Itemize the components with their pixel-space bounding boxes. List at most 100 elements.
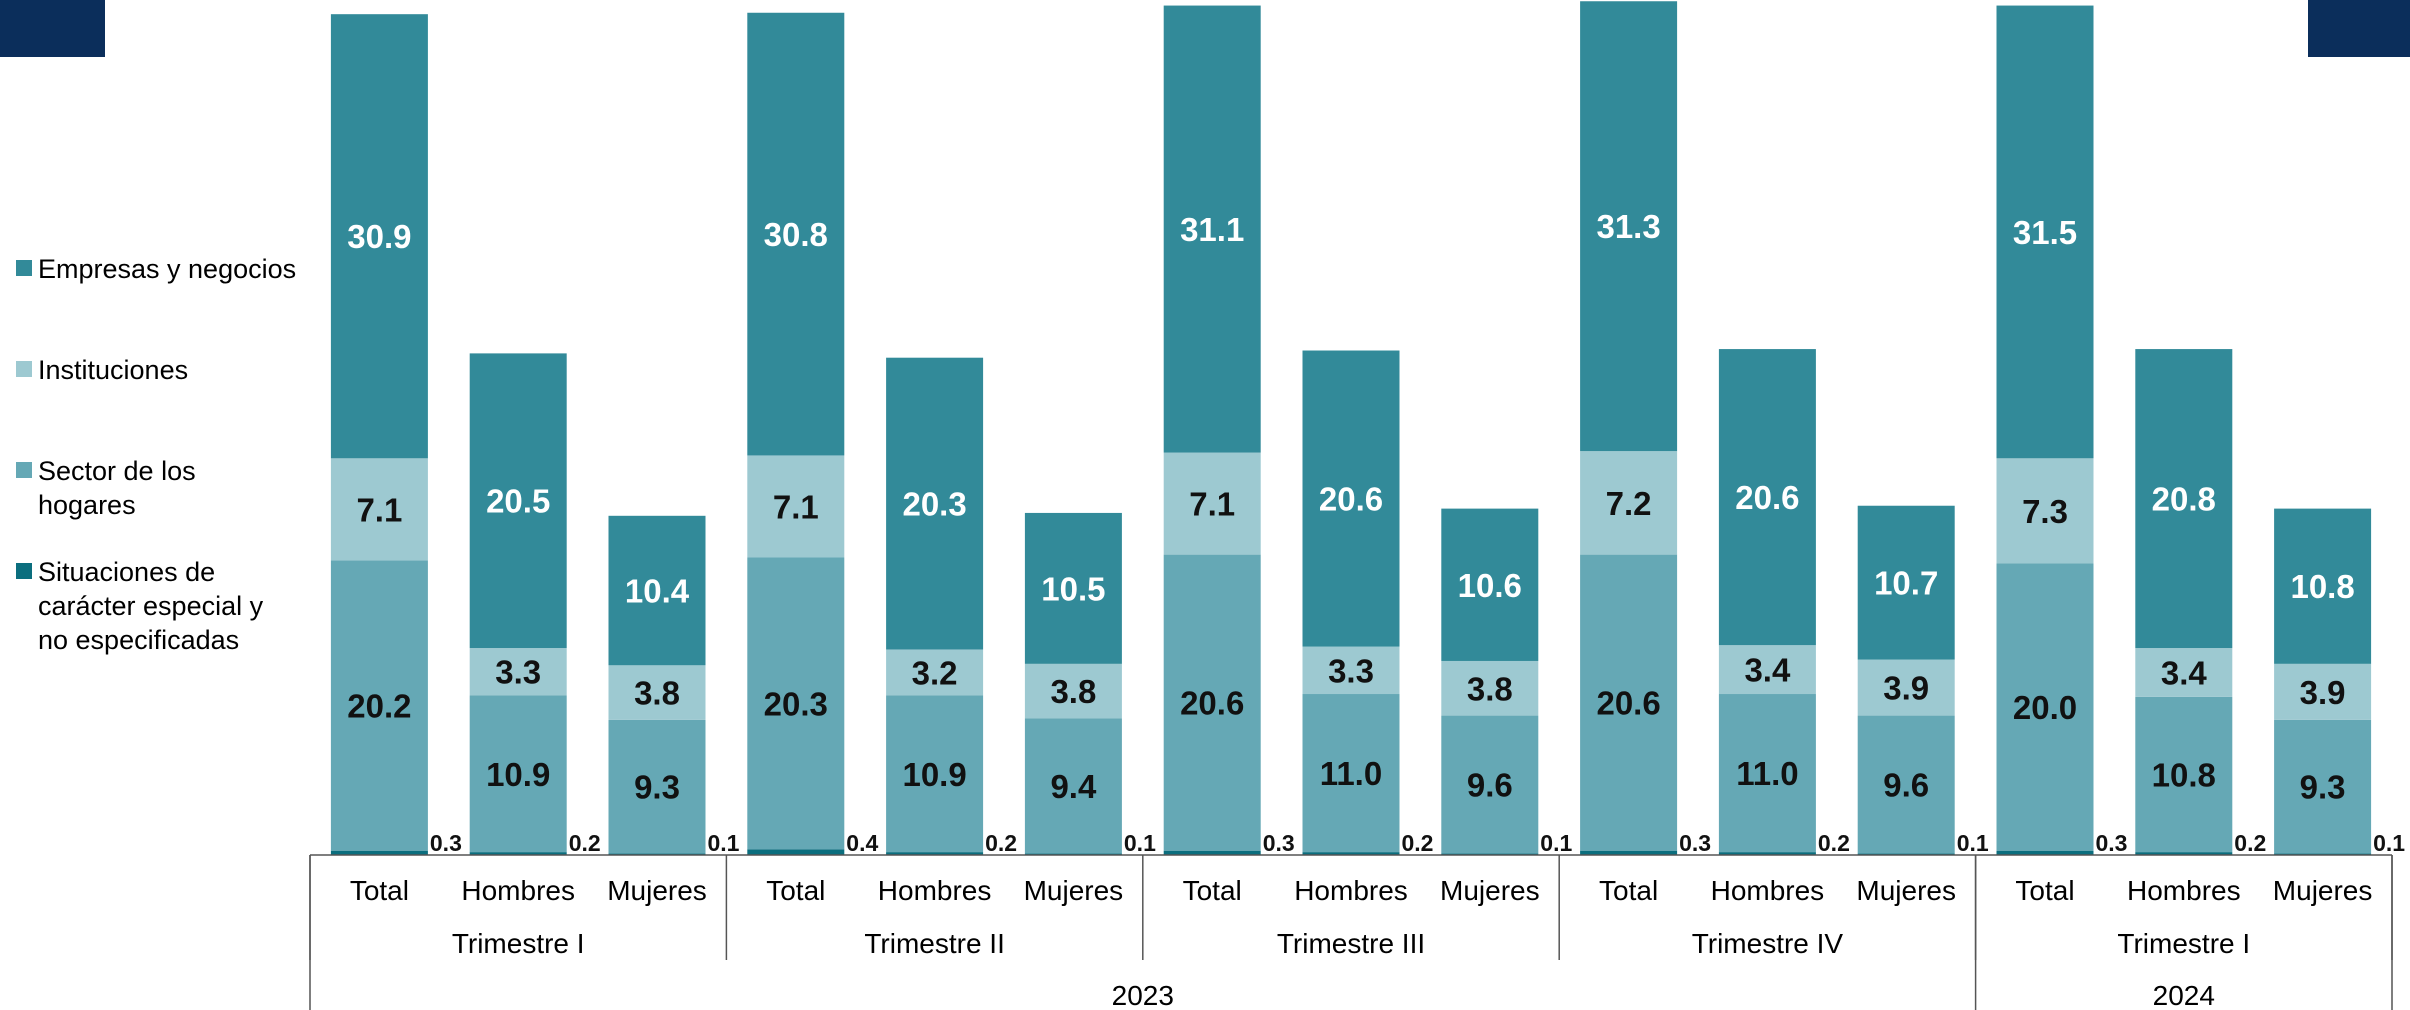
category-tick-label: Hombres	[1711, 875, 1825, 906]
data-label: 20.8	[2152, 481, 2216, 518]
legend-swatch-hogares	[16, 462, 32, 478]
bar-segment	[747, 557, 845, 850]
bar-segment	[1302, 852, 1400, 855]
data-label: 20.6	[1180, 685, 1244, 722]
data-label-small: 0.4	[846, 830, 878, 856]
data-label: 3.2	[912, 654, 958, 691]
year-label: 2024	[2153, 980, 2215, 1010]
legend-item-empresas: Empresas y negocios	[16, 252, 296, 286]
data-label: 9.4	[1050, 768, 1097, 805]
data-label: 9.6	[1467, 767, 1513, 804]
data-label: 20.6	[1596, 685, 1660, 722]
legend-swatch-instituciones	[16, 361, 32, 377]
data-label-small: 0.2	[1818, 830, 1850, 856]
data-label: 7.1	[773, 488, 819, 525]
data-label-small: 0.2	[2234, 830, 2266, 856]
bar-segment	[1857, 505, 1955, 660]
category-tick-label: Mujeres	[1440, 875, 1540, 906]
data-label: 9.6	[1883, 767, 1929, 804]
bar-segment	[469, 852, 567, 855]
bar-segment	[1024, 512, 1122, 664]
data-label: 10.8	[2152, 757, 2216, 794]
data-label: 3.9	[1883, 670, 1929, 707]
bar-segment	[1441, 508, 1539, 661]
bar-segment	[1580, 554, 1678, 851]
bar-segment	[1163, 5, 1261, 453]
bar-segment	[2274, 663, 2372, 720]
bar-segment	[2135, 349, 2233, 649]
bar-segment	[2135, 648, 2233, 697]
data-label: 10.9	[902, 756, 966, 793]
bar-segment	[747, 12, 845, 456]
quarter-label: Trimestre II	[864, 928, 1005, 959]
data-label: 20.5	[486, 483, 550, 520]
legend-label-especiales: Situaciones de carácter especial y no es…	[38, 557, 264, 655]
data-label: 7.3	[2022, 493, 2068, 530]
data-label: 10.7	[1874, 565, 1938, 602]
bar-segment	[886, 852, 984, 855]
data-label: 7.2	[1606, 485, 1652, 522]
data-label: 3.4	[1744, 652, 1791, 689]
data-label-small: 0.2	[569, 830, 601, 856]
data-label: 9.3	[2300, 769, 2346, 806]
bar-segment	[886, 357, 984, 650]
data-label-small: 0.2	[985, 830, 1017, 856]
category-tick-label: Total	[2015, 875, 2074, 906]
category-tick-label: Hombres	[2127, 875, 2241, 906]
data-label: 31.3	[1596, 208, 1660, 245]
category-tick-label: Total	[1183, 875, 1242, 906]
data-label: 10.8	[2290, 568, 2354, 605]
quarter-label: Trimestre I	[2117, 928, 2250, 959]
data-label: 11.0	[1320, 755, 1382, 792]
data-label-small: 0.3	[1679, 830, 1711, 856]
data-label-small: 0.2	[1402, 830, 1434, 856]
year-label: 2023	[1112, 980, 1174, 1010]
category-tick-label: Mujeres	[607, 875, 707, 906]
bar-segment	[608, 515, 706, 666]
bar-segment	[2274, 719, 2372, 854]
bar-segment	[469, 648, 567, 696]
data-label: 3.9	[2300, 674, 2346, 711]
data-label: 20.6	[1735, 479, 1799, 516]
data-label-small: 0.1	[2373, 830, 2405, 856]
bar-segment	[1163, 452, 1261, 555]
bar-segment	[1718, 645, 1816, 695]
legend-swatch-empresas	[16, 260, 32, 276]
data-label: 7.1	[356, 491, 402, 528]
legend-item-especiales: Situaciones de carácter especial y no es…	[16, 555, 263, 657]
data-label: 9.3	[634, 769, 680, 806]
bar-segment	[1302, 646, 1400, 695]
bar-segment	[608, 665, 706, 720]
bar-segment	[330, 458, 428, 561]
bar-segment	[1302, 350, 1400, 647]
data-label: 30.9	[347, 218, 411, 255]
category-tick-label: Total	[766, 875, 825, 906]
data-label-small: 0.1	[1957, 830, 1989, 856]
bar-segment	[2274, 508, 2372, 664]
bar-segment	[886, 695, 984, 853]
bar-segment	[1718, 852, 1816, 855]
legend-label-instituciones: Instituciones	[38, 355, 189, 385]
data-label: 11.0	[1736, 755, 1798, 792]
bar-segment	[469, 695, 567, 853]
bar-segment	[1718, 349, 1816, 646]
data-label: 20.3	[764, 685, 828, 722]
data-label: 3.3	[1328, 652, 1374, 689]
data-label: 3.8	[634, 675, 680, 712]
bar-segment	[1441, 715, 1539, 854]
bar-segment	[2135, 696, 2233, 853]
legend-item-hogares: Sector de los hogares	[16, 454, 196, 522]
data-label: 10.4	[625, 573, 690, 610]
legend-swatch-especiales	[16, 563, 32, 579]
category-tick-label: Hombres	[1294, 875, 1408, 906]
bar-segment	[1857, 659, 1955, 716]
data-label: 20.3	[902, 486, 966, 523]
bar-segment	[1580, 850, 1678, 855]
data-label: 3.8	[1050, 673, 1096, 710]
bar-segment	[1024, 663, 1122, 719]
category-tick-label: Mujeres	[1856, 875, 1956, 906]
bar-segment	[330, 560, 428, 851]
bar-segment	[330, 14, 428, 459]
bar-segment	[1024, 718, 1122, 854]
data-label: 3.8	[1467, 670, 1513, 707]
